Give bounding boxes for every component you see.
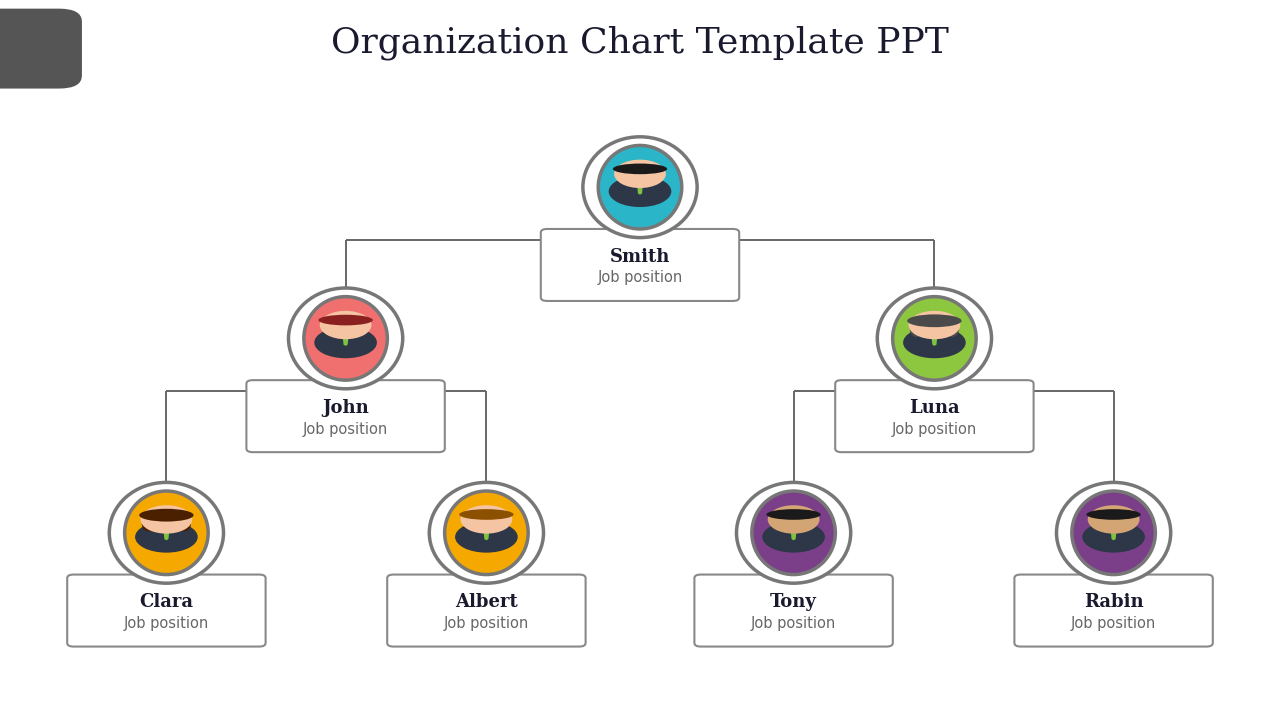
FancyBboxPatch shape: [835, 380, 1034, 452]
Text: Albert: Albert: [454, 593, 518, 611]
Ellipse shape: [582, 137, 698, 238]
Ellipse shape: [1056, 482, 1171, 583]
Ellipse shape: [303, 297, 388, 380]
Ellipse shape: [178, 516, 191, 531]
Polygon shape: [1110, 523, 1117, 540]
Text: Job position: Job position: [751, 616, 836, 631]
Ellipse shape: [782, 523, 805, 532]
Ellipse shape: [136, 521, 197, 553]
Text: Rabin: Rabin: [1084, 593, 1143, 611]
Ellipse shape: [910, 322, 923, 337]
Text: Job position: Job position: [598, 271, 682, 285]
Ellipse shape: [736, 482, 851, 583]
Ellipse shape: [1083, 521, 1144, 553]
FancyBboxPatch shape: [0, 9, 82, 89]
Ellipse shape: [609, 176, 671, 207]
Ellipse shape: [124, 491, 209, 575]
Ellipse shape: [1102, 523, 1125, 532]
Text: Job position: Job position: [124, 616, 209, 631]
Polygon shape: [790, 523, 797, 540]
Ellipse shape: [767, 509, 820, 520]
Polygon shape: [342, 328, 349, 346]
Ellipse shape: [444, 491, 529, 575]
FancyBboxPatch shape: [246, 380, 445, 452]
Ellipse shape: [429, 482, 544, 583]
FancyBboxPatch shape: [540, 229, 740, 301]
Text: Clara: Clara: [140, 593, 193, 611]
Ellipse shape: [909, 311, 960, 339]
Text: Organization Chart Template PPT: Organization Chart Template PPT: [332, 26, 948, 60]
Ellipse shape: [598, 145, 682, 229]
Ellipse shape: [904, 327, 965, 359]
Ellipse shape: [319, 315, 372, 325]
Ellipse shape: [334, 329, 357, 338]
Text: Luna: Luna: [909, 399, 960, 417]
Ellipse shape: [320, 311, 371, 339]
Text: Tony: Tony: [771, 593, 817, 611]
Ellipse shape: [946, 322, 959, 337]
FancyBboxPatch shape: [387, 575, 586, 647]
FancyBboxPatch shape: [1014, 575, 1213, 647]
Ellipse shape: [475, 523, 498, 532]
Ellipse shape: [923, 329, 946, 338]
Ellipse shape: [877, 288, 992, 389]
Text: Smith: Smith: [609, 248, 671, 266]
Ellipse shape: [892, 297, 977, 380]
Ellipse shape: [155, 523, 178, 532]
Polygon shape: [483, 523, 490, 540]
Ellipse shape: [315, 327, 376, 359]
Polygon shape: [636, 176, 644, 194]
Ellipse shape: [109, 482, 224, 583]
Polygon shape: [163, 523, 170, 540]
Ellipse shape: [613, 163, 667, 174]
Ellipse shape: [908, 315, 961, 327]
Text: Job position: Job position: [303, 422, 388, 436]
Ellipse shape: [460, 509, 513, 520]
Ellipse shape: [763, 521, 824, 553]
Ellipse shape: [288, 288, 403, 389]
Ellipse shape: [140, 509, 193, 521]
Text: Job position: Job position: [1071, 616, 1156, 631]
Ellipse shape: [1088, 505, 1139, 534]
Ellipse shape: [456, 521, 517, 553]
Ellipse shape: [768, 505, 819, 534]
FancyBboxPatch shape: [694, 575, 893, 647]
Ellipse shape: [1071, 491, 1156, 575]
Ellipse shape: [614, 160, 666, 188]
Ellipse shape: [1087, 509, 1140, 520]
FancyBboxPatch shape: [68, 575, 266, 647]
Text: Job position: Job position: [892, 422, 977, 436]
Ellipse shape: [751, 491, 836, 575]
Polygon shape: [931, 328, 938, 346]
Ellipse shape: [142, 516, 155, 531]
Ellipse shape: [141, 505, 192, 534]
Text: John: John: [323, 399, 369, 417]
Text: Job position: Job position: [444, 616, 529, 631]
Ellipse shape: [628, 178, 652, 186]
Ellipse shape: [461, 505, 512, 534]
